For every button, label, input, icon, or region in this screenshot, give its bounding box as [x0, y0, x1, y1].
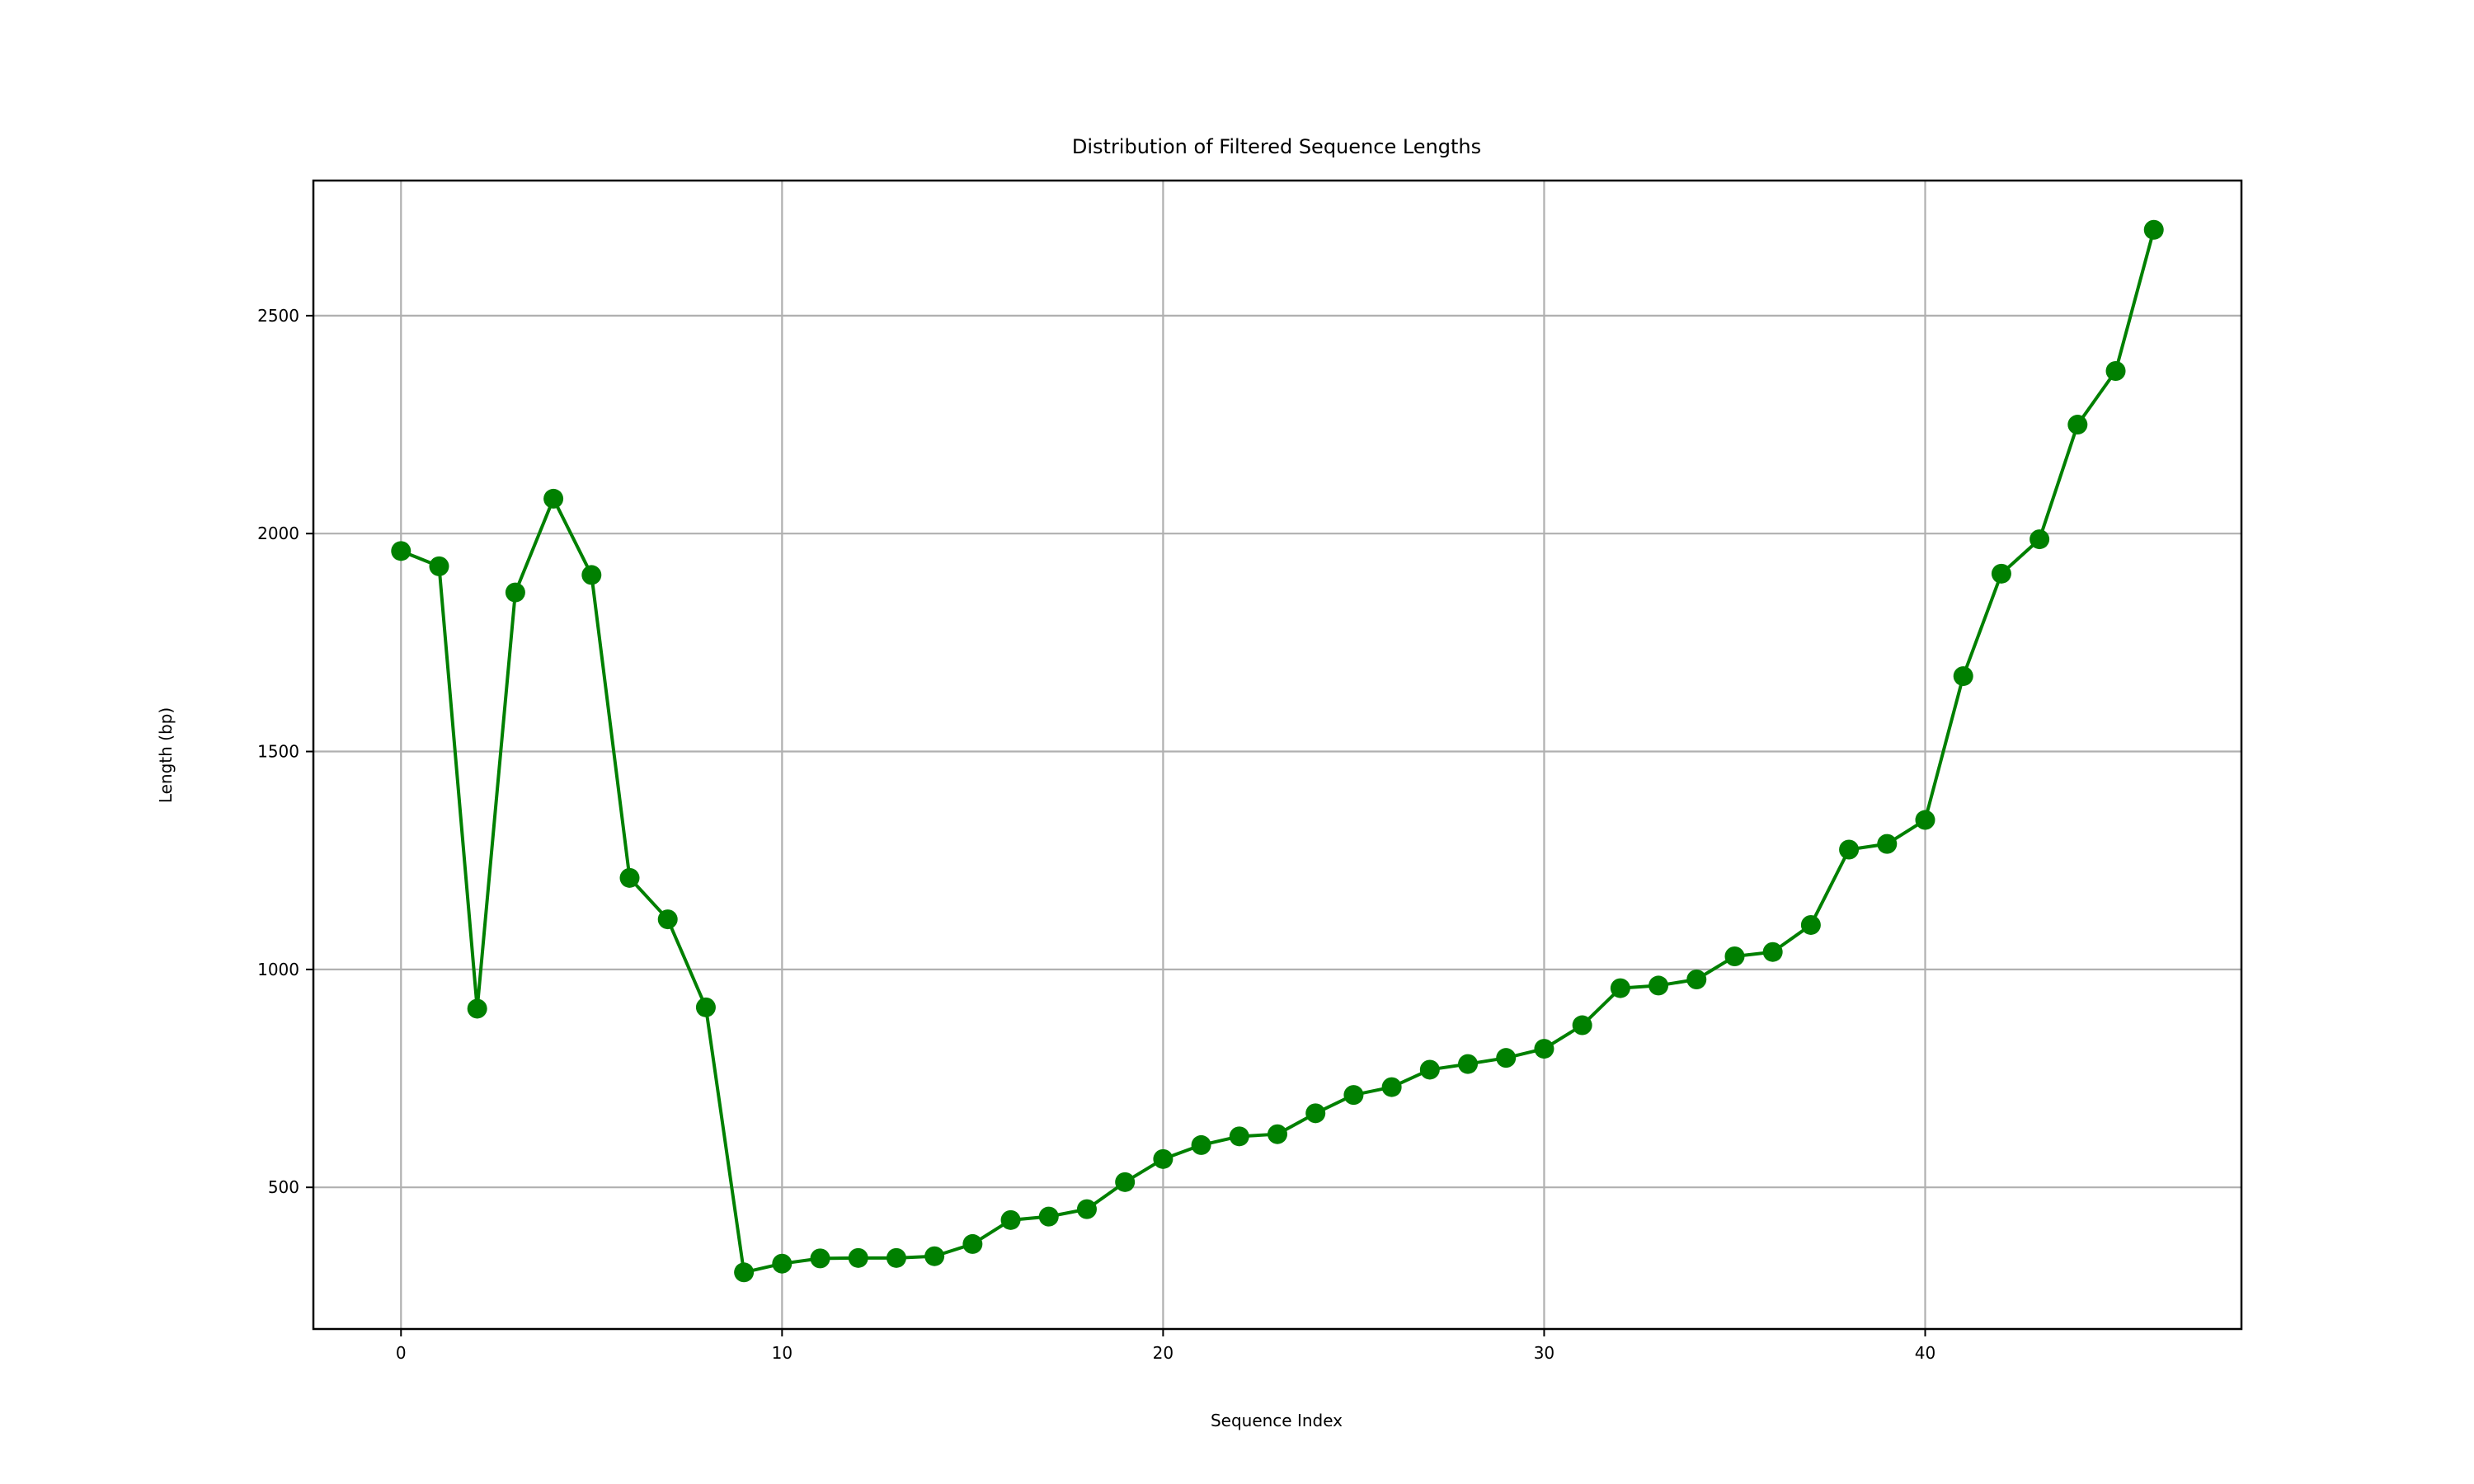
data-point-32: [1610, 978, 1630, 998]
y-tick-label: 2500: [257, 306, 299, 326]
data-point-6: [619, 867, 640, 888]
data-point-20: [1153, 1148, 1174, 1169]
data-point-29: [1496, 1048, 1517, 1068]
data-point-24: [1305, 1103, 1326, 1124]
data-point-5: [581, 565, 602, 585]
y-tick-label: 1000: [257, 960, 299, 979]
data-point-33: [1649, 975, 1669, 996]
data-point-14: [924, 1246, 945, 1266]
data-point-13: [886, 1247, 906, 1268]
data-point-25: [1343, 1085, 1364, 1106]
data-point-27: [1419, 1059, 1440, 1080]
data-point-4: [543, 488, 564, 509]
x-tick-label: 30: [1534, 1343, 1554, 1363]
grid-lines: [313, 181, 2241, 1329]
data-point-40: [1915, 810, 1935, 830]
data-point-30: [1534, 1039, 1554, 1059]
data-point-11: [810, 1248, 830, 1269]
x-axis-label: Sequence Index: [1211, 1411, 1343, 1430]
x-axis-ticks: 0 10 20 30 40: [396, 1329, 1935, 1363]
data-point-15: [962, 1233, 983, 1254]
data-point-36: [1762, 942, 1783, 962]
data-point-7: [657, 909, 678, 930]
plot-frame: [312, 179, 2243, 1331]
data-point-23: [1268, 1124, 1287, 1144]
data-point-1: [429, 556, 449, 576]
data-point-28: [1458, 1054, 1479, 1074]
data-point-43: [2030, 529, 2050, 550]
data-point-41: [1953, 666, 1973, 687]
y-axis-ticks: 500 1000 1500 2000 2500: [257, 306, 313, 1197]
data-point-37: [1800, 914, 1821, 935]
data-point-8: [695, 997, 716, 1017]
data-point-45: [2105, 361, 2126, 382]
data-point-34: [1686, 970, 1707, 990]
data-point-22: [1229, 1126, 1249, 1147]
data-point-39: [1877, 834, 1898, 854]
data-point-3: [505, 582, 525, 603]
data-series: [391, 219, 2164, 1283]
data-point-21: [1191, 1134, 1211, 1155]
data-point-42: [1991, 563, 2011, 584]
data-point-18: [1076, 1199, 1097, 1219]
data-point-16: [1000, 1209, 1021, 1230]
data-point-26: [1381, 1077, 1402, 1097]
data-point-17: [1038, 1206, 1059, 1227]
y-tick-label: 1500: [257, 742, 299, 762]
data-point-9: [734, 1262, 755, 1283]
data-point-19: [1115, 1172, 1136, 1192]
data-point-38: [1839, 839, 1860, 860]
x-tick-label: 20: [1153, 1343, 1174, 1363]
y-tick-label: 2000: [257, 524, 299, 543]
x-tick-label: 10: [772, 1343, 793, 1363]
x-tick-label: 0: [396, 1343, 407, 1363]
data-point-44: [2067, 415, 2088, 435]
data-point-46: [2143, 219, 2164, 240]
data-point-35: [1724, 946, 1745, 966]
data-point-31: [1572, 1015, 1592, 1036]
y-tick-label: 500: [268, 1177, 299, 1197]
data-point-12: [848, 1247, 868, 1268]
y-axis-label: Length (bp): [156, 707, 176, 803]
data-point-0: [391, 541, 412, 561]
chart-title: Distribution of Filtered Sequence Length…: [1072, 135, 1481, 158]
data-point-10: [772, 1253, 793, 1274]
x-tick-label: 40: [1915, 1343, 1935, 1363]
data-point-2: [467, 998, 487, 1019]
